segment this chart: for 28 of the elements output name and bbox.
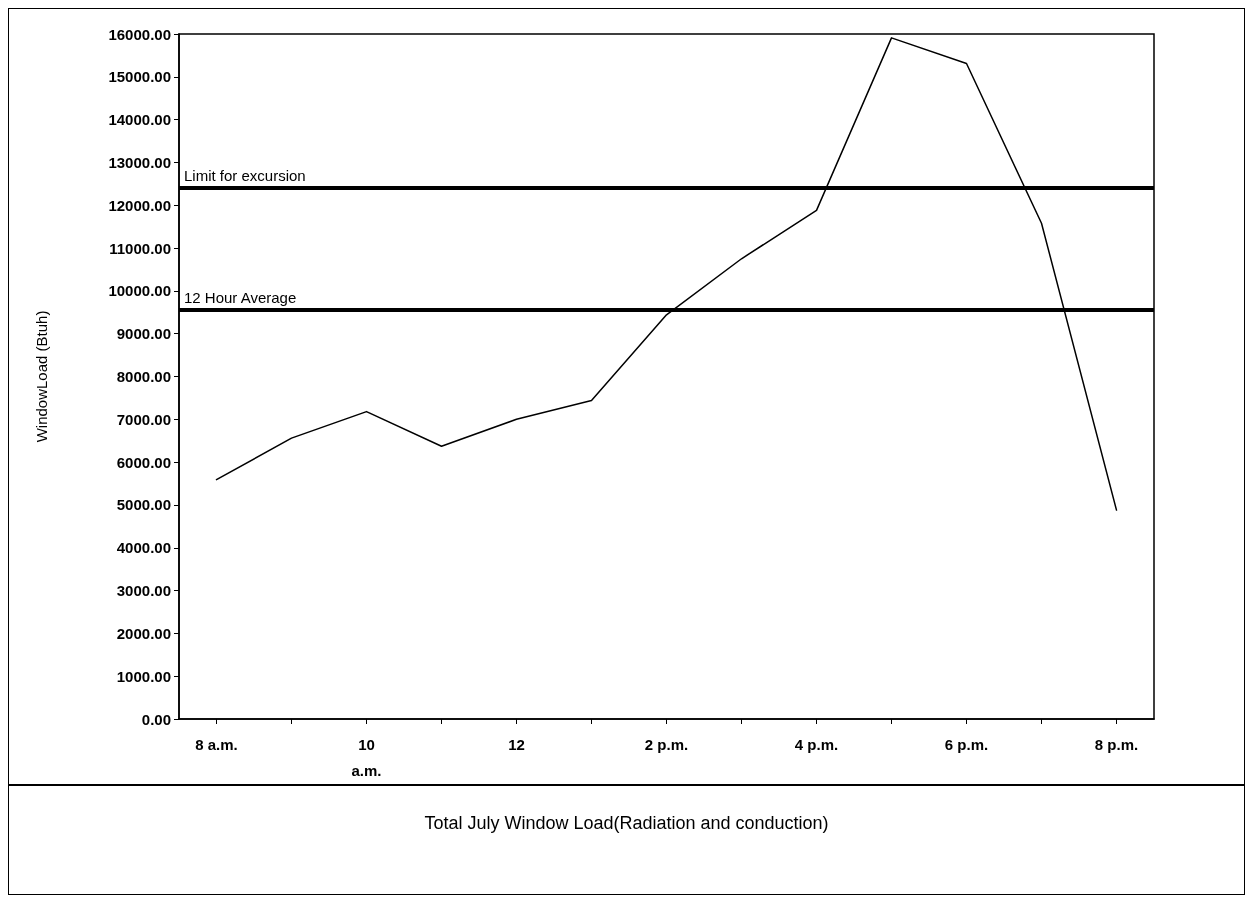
ref-line-label: Limit for excursion bbox=[184, 167, 306, 185]
y-tick-label: 16000.00 bbox=[108, 25, 171, 43]
y-tick-label: 14000.00 bbox=[108, 111, 171, 129]
y-tick-label: 15000.00 bbox=[108, 68, 171, 86]
y-tick-label: 9000.00 bbox=[116, 325, 171, 343]
y-tick-label: 6000.00 bbox=[116, 453, 171, 471]
y-tick-label: 3000.00 bbox=[116, 582, 171, 600]
y-tick-label: 1000.00 bbox=[116, 667, 171, 685]
y-tick-label: 11000.00 bbox=[109, 239, 171, 257]
y-tick-label: 5000.00 bbox=[116, 496, 171, 514]
x-tick-label: 6 p.m. bbox=[944, 735, 989, 753]
y-axis-title: WindowLoad (Btuh) bbox=[33, 310, 50, 443]
x-tick-label: 8 p.m. bbox=[1094, 735, 1139, 753]
y-tick-label: 7000.00 bbox=[116, 410, 171, 428]
y-tick-label: 13000.00 bbox=[108, 153, 171, 171]
y-tick-label: 4000.00 bbox=[116, 539, 171, 557]
x-tick-label: 10 a.m. bbox=[351, 735, 382, 779]
x-tick-label: 4 p.m. bbox=[794, 735, 839, 753]
y-tick-label: 0.00 bbox=[141, 710, 171, 728]
x-tick-label: 2 p.m. bbox=[644, 735, 689, 753]
ref-line-label: 12 Hour Average bbox=[184, 289, 297, 307]
y-tick-label: 8000.00 bbox=[116, 368, 171, 385]
x-tick-label: 12 bbox=[508, 735, 525, 753]
y-tick-label: 12000.00 bbox=[108, 196, 171, 214]
x-tick-label: 8 a.m. bbox=[195, 735, 238, 753]
y-tick-label: 2000.00 bbox=[116, 624, 171, 642]
y-tick-label: 10000.00 bbox=[108, 282, 171, 300]
text: Total July Window Load(Radiation and conduction) bbox=[424, 813, 829, 833]
